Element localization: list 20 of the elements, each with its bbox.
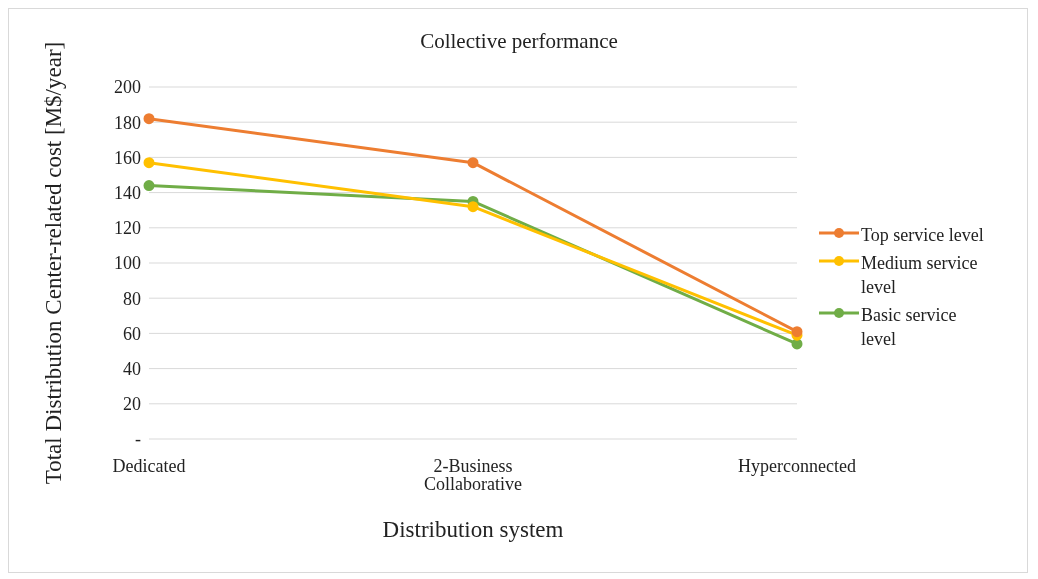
y-tick-label: 200 <box>114 77 141 98</box>
y-tick-label: 40 <box>123 358 141 379</box>
x-axis-title: Distribution system <box>382 517 564 542</box>
y-tick-label: 100 <box>114 253 141 274</box>
legend-label: Top service level <box>861 224 985 247</box>
y-tick-label: 120 <box>114 218 141 239</box>
y-axis-title: Total Distribution Center-related cost [M$/year] <box>41 41 67 485</box>
y-tick-label: - <box>135 429 141 450</box>
x-tick-label: 2-Business Collaborative <box>424 455 522 494</box>
y-tick-label: 80 <box>123 288 141 309</box>
legend-label: Basic service level <box>861 304 958 351</box>
y-tick-label: 180 <box>114 112 141 133</box>
y-tick-label: 20 <box>123 394 141 415</box>
y-tick-label: 160 <box>114 147 141 168</box>
legend-label: Medium service level <box>861 252 979 299</box>
y-tick-label: 60 <box>123 323 141 344</box>
x-tick-label: Dedicated <box>112 455 186 476</box>
x-tick-label: Hyperconnected <box>738 455 856 476</box>
y-tick-label: 140 <box>114 182 141 203</box>
chart-title: Collective performance <box>420 29 618 53</box>
